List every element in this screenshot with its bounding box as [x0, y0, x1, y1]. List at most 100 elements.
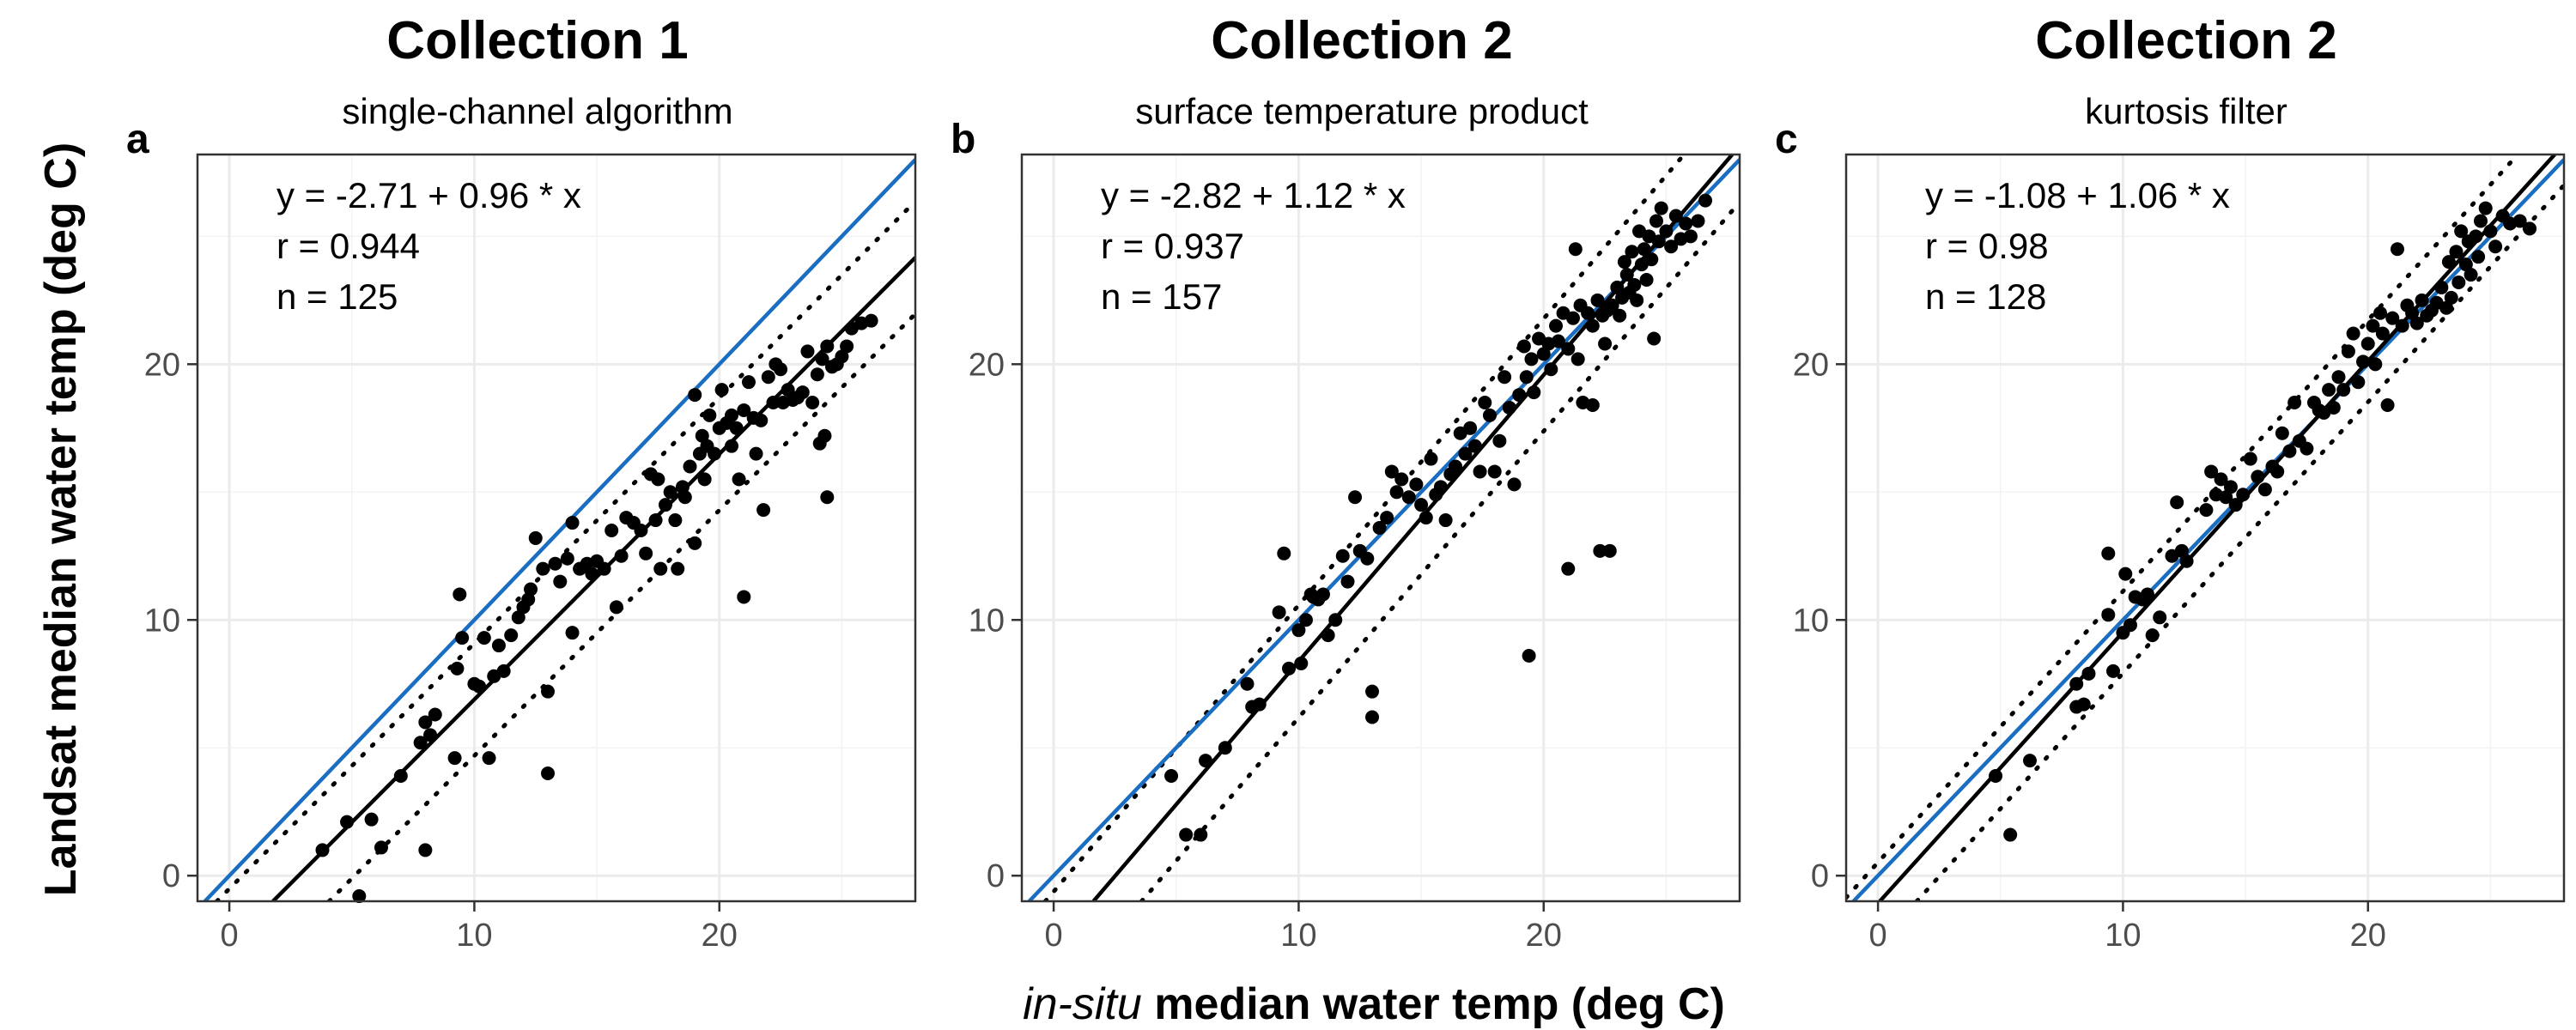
panel-label: a: [126, 117, 149, 162]
data-point: [496, 663, 511, 678]
data-point: [2123, 618, 2137, 633]
data-point: [453, 587, 467, 602]
data-point: [805, 396, 820, 410]
data-point: [639, 546, 653, 560]
panel-title: Collection 2: [2035, 11, 2336, 70]
data-point: [2287, 396, 2302, 410]
data-point: [835, 349, 849, 364]
data-point: [1409, 477, 1424, 492]
data-point: [766, 396, 781, 410]
data-point: [2174, 543, 2189, 558]
scatter-points: [1164, 193, 1713, 842]
data-point: [1298, 613, 1313, 627]
data-point: [2101, 546, 2116, 560]
data-point: [810, 367, 824, 382]
data-point: [1516, 339, 1531, 354]
data-point: [413, 736, 428, 750]
data-point: [658, 498, 672, 512]
data-point: [1365, 684, 1380, 699]
data-point: [393, 769, 408, 784]
plot-background: [1846, 154, 2564, 901]
panel-label: b: [951, 117, 975, 162]
data-point: [651, 472, 665, 487]
data-point: [1315, 587, 1330, 602]
data-point: [2449, 245, 2464, 259]
regression-equation: y = -1.08 + 1.06 * x: [1925, 175, 2230, 215]
data-point: [1482, 408, 1497, 422]
plot-background: [197, 154, 915, 901]
data-point: [708, 446, 722, 461]
data-point: [2439, 300, 2454, 315]
data-point: [2483, 224, 2498, 239]
data-point: [1463, 421, 1478, 435]
x-axis-label-italic: in-situ: [1023, 979, 1142, 1029]
data-point: [2341, 344, 2355, 359]
data-point: [491, 639, 506, 653]
data-point: [1414, 498, 1429, 512]
data-point: [1524, 352, 1539, 367]
data-point: [2101, 608, 2116, 622]
data-point: [800, 344, 815, 359]
data-point: [1502, 400, 1516, 415]
data-point: [1424, 451, 1438, 466]
x-tick-label: 20: [702, 918, 738, 954]
data-point: [729, 421, 744, 435]
data-point: [2444, 290, 2458, 305]
data-point: [1659, 224, 1674, 239]
x-tick-label: 10: [1280, 918, 1316, 954]
data-point: [2395, 318, 2409, 333]
panel-b: Collection 2 surface temperature product b…: [951, 11, 1741, 954]
data-point: [1419, 511, 1433, 525]
data-point: [1389, 485, 1404, 500]
data-point: [352, 889, 367, 904]
data-point: [725, 439, 739, 453]
data-point: [1401, 490, 1416, 505]
data-point: [1602, 543, 1617, 558]
data-point: [2257, 482, 2272, 497]
data-point: [1617, 255, 1631, 270]
data-point: [2106, 663, 2121, 678]
y-tick-label: 20: [144, 347, 180, 383]
data-point: [1668, 209, 1683, 223]
data-point: [2322, 383, 2336, 397]
data-point: [737, 590, 751, 604]
data-point: [815, 352, 829, 367]
data-point: [1585, 397, 1600, 412]
plot-border: [1844, 153, 2566, 903]
data-point: [1194, 827, 1208, 842]
data-point: [2003, 827, 2018, 842]
data-point: [1282, 661, 1297, 676]
data-point: [2366, 318, 2380, 333]
data-point: [1610, 280, 1625, 294]
data-point: [315, 843, 330, 857]
data-point: [2081, 666, 2096, 681]
data-point: [741, 375, 756, 390]
data-point: [1519, 370, 1534, 385]
plot-border: [196, 153, 917, 903]
data-point: [1498, 370, 1512, 385]
data-point: [2471, 250, 2486, 264]
data-point: [2351, 375, 2366, 390]
data-point: [1252, 697, 1267, 712]
data-point: [1328, 613, 1343, 627]
data-point: [2473, 214, 2488, 228]
data-point: [1467, 439, 1482, 453]
data-point: [609, 600, 623, 615]
data-point: [1561, 342, 1576, 356]
data-point: [560, 551, 574, 566]
data-point: [1619, 268, 1634, 282]
upper-bound-line: [1846, 154, 2520, 900]
data-point: [472, 679, 487, 694]
data-point: [2140, 587, 2154, 602]
y-tick-label: 0: [1811, 858, 1829, 894]
y-tick-label: 20: [1793, 347, 1829, 383]
data-point: [1522, 648, 1536, 663]
x-tick-label: 10: [456, 918, 492, 954]
data-point: [2118, 566, 2133, 581]
data-point: [2170, 495, 2184, 510]
data-point: [688, 388, 702, 403]
data-point: [1512, 388, 1527, 403]
data-point: [749, 446, 763, 461]
sample-count: n = 157: [1101, 276, 1222, 317]
data-point: [1651, 234, 1666, 249]
